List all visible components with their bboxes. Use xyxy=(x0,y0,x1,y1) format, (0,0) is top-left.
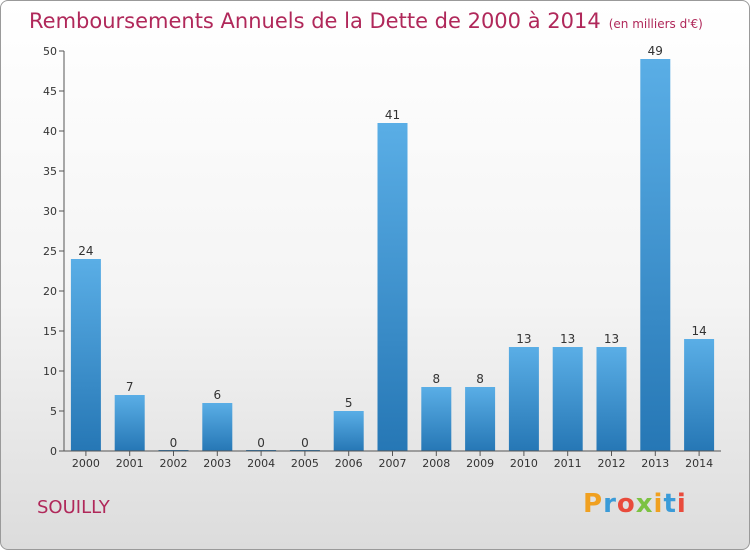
bar xyxy=(202,403,233,451)
bar xyxy=(70,259,101,451)
bar xyxy=(596,347,627,451)
x-axis: 2000 2001 2002 2003 2004 2005 2006 2007 2008 2009… xyxy=(64,450,721,470)
logo-letter: r xyxy=(603,489,617,519)
x-tick-label: 2012 xyxy=(598,457,626,470)
logo-letter: o xyxy=(616,489,636,519)
bar xyxy=(640,59,671,451)
logo-letter: i xyxy=(653,489,664,519)
y-tick-label: 30 xyxy=(43,205,57,218)
y-tick-label: 15 xyxy=(43,325,57,338)
logo-letter: x xyxy=(635,489,654,519)
chart-title: Remboursements Annuels de la Dette de 20… xyxy=(29,9,703,33)
y-tick-label: 45 xyxy=(43,85,57,98)
bar-value-label: 0 xyxy=(301,436,309,450)
bar xyxy=(114,395,145,451)
y-axis: 0 5 10 15 20 25 30 35 40 45 50 xyxy=(43,45,65,458)
bar xyxy=(552,347,583,451)
bars: 24 7 0 6 0 0 5 41 8 8 13 13 13 49 14 xyxy=(70,44,715,451)
chart-unit: (en milliers d'€) xyxy=(608,17,703,31)
bar-value-label: 0 xyxy=(170,436,178,450)
x-tick-label: 2006 xyxy=(335,457,363,470)
x-tick-label: 2014 xyxy=(685,457,713,470)
x-tick-label: 2004 xyxy=(247,457,275,470)
y-tick-label: 20 xyxy=(43,285,57,298)
bar-value-label: 5 xyxy=(345,396,353,410)
y-tick-label: 0 xyxy=(50,445,57,458)
bar-value-label: 7 xyxy=(126,380,134,394)
x-tick-label: 2008 xyxy=(422,457,450,470)
y-tick-label: 35 xyxy=(43,165,57,178)
x-tick-label: 2009 xyxy=(466,457,494,470)
bar xyxy=(465,387,496,451)
bar-value-label: 0 xyxy=(257,436,265,450)
bar xyxy=(377,123,408,451)
x-tick-label: 2013 xyxy=(641,457,669,470)
bar-value-label: 13 xyxy=(516,332,531,346)
y-tick-label: 40 xyxy=(43,125,57,138)
bar-value-label: 24 xyxy=(78,244,93,258)
proxiti-logo: Proxiti xyxy=(583,489,687,519)
commune-name: SOUILLY xyxy=(37,497,110,518)
bar xyxy=(421,387,452,451)
logo-letter: i xyxy=(676,489,687,519)
bar-value-label: 8 xyxy=(432,372,440,386)
x-tick-label: 2000 xyxy=(72,457,100,470)
y-tick-label: 5 xyxy=(50,405,57,418)
bar xyxy=(508,347,539,451)
y-tick-label: 10 xyxy=(43,365,57,378)
y-tick-label: 25 xyxy=(43,245,57,258)
bar-value-label: 6 xyxy=(213,388,221,402)
x-tick-label: 2001 xyxy=(116,457,144,470)
x-tick-label: 2003 xyxy=(203,457,231,470)
chart-title-text: Remboursements Annuels de la Dette de 20… xyxy=(29,9,601,33)
bar-value-label: 14 xyxy=(691,324,706,338)
x-tick-label: 2002 xyxy=(160,457,188,470)
x-tick-label: 2005 xyxy=(291,457,319,470)
bar xyxy=(684,339,715,451)
bar xyxy=(333,411,364,451)
bar-value-label: 41 xyxy=(385,108,400,122)
x-tick-label: 2011 xyxy=(554,457,582,470)
bar-value-label: 49 xyxy=(648,44,663,58)
logo-letter: P xyxy=(583,489,604,519)
x-tick-label: 2007 xyxy=(379,457,407,470)
x-tick-label: 2010 xyxy=(510,457,538,470)
bar-value-label: 13 xyxy=(604,332,619,346)
logo-letter: t xyxy=(663,489,677,519)
y-tick-label: 50 xyxy=(43,45,57,58)
bar-value-label: 8 xyxy=(476,372,484,386)
bar-value-label: 13 xyxy=(560,332,575,346)
